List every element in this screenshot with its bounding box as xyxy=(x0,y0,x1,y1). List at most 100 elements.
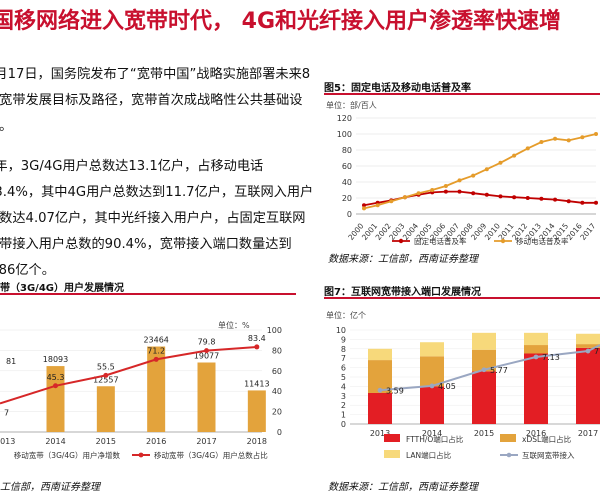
mobile-bar xyxy=(247,390,266,432)
fig7-bar-segment-1 xyxy=(524,345,548,354)
fig7-x-tick-label: 2015 xyxy=(474,429,494,438)
fig7-bar-segment-2 xyxy=(368,348,392,361)
fig7-y-tick-label: 4 xyxy=(341,382,346,391)
fig7-y-tick-label: 2 xyxy=(341,401,346,410)
mobile-share-value-label: 83.4 xyxy=(248,334,266,343)
mobile-x-tick-label: 2014 xyxy=(45,437,65,446)
mobile-share-value-label: 45.3 xyxy=(47,373,65,382)
fig5-point xyxy=(498,160,503,165)
mobile-y2-tick-label: 20 xyxy=(272,408,282,417)
fig7-legend-swatch-1 xyxy=(500,434,516,442)
fig7-bar-segment-1 xyxy=(368,360,392,393)
fig7-bar-segment-0 xyxy=(368,392,392,424)
fig5-point xyxy=(539,140,544,144)
mobile-share-value-label: 7 xyxy=(4,408,9,417)
fig-mobile-source: 工信部，西南证券整理 xyxy=(0,482,100,493)
fig5-point xyxy=(443,184,448,188)
fig7-y-tick-label: 8 xyxy=(341,345,346,354)
fig5-point xyxy=(553,197,558,202)
fig7-x-tick-label: 2014 xyxy=(422,429,442,438)
mobile-share-point xyxy=(204,348,209,354)
fig7-bar-segment-1 xyxy=(420,356,444,387)
fig7-bar-segment-2 xyxy=(576,333,600,345)
fig5-y-tick-label: 100 xyxy=(337,130,352,139)
mobile-share-value-label: 55.5 xyxy=(97,362,115,371)
fig7-rule xyxy=(324,297,600,299)
mobile-y2-tick-label: 0 xyxy=(277,428,282,437)
fig5-point xyxy=(484,167,489,172)
fig5-point xyxy=(402,195,407,200)
fig7-legend-swatch-0 xyxy=(384,434,400,442)
mobile-bar-value-label: 12557 xyxy=(93,375,118,384)
fig5-legend-marker-0 xyxy=(398,238,404,244)
fig5-y-tick-label: 80 xyxy=(342,146,352,155)
fig7-legend-swatch-2 xyxy=(384,450,400,458)
fig7-total-point xyxy=(585,348,591,354)
fig5-point xyxy=(566,138,571,143)
mobile-bar-value-label: 11413 xyxy=(244,379,269,388)
mobile-y2-tick-label: 40 xyxy=(272,387,282,396)
fig5-point xyxy=(594,200,598,205)
fig5-legend-label-1: 移动电话普及率 xyxy=(516,236,569,246)
fig5-y-tick-label: 0 xyxy=(347,210,352,219)
fig5-unit-label: 单位：部/百人 xyxy=(326,100,377,110)
fig7-total-point xyxy=(429,383,435,389)
fig-mobile-title: 带（3G/4G）用户发展情况 xyxy=(0,283,124,294)
fig7-legend-label-1: xDSL端口占比 xyxy=(522,434,572,444)
fig7-total-point xyxy=(481,367,487,373)
fig5-source: 数据来源：工信部，西南证券整理 xyxy=(328,254,478,265)
fig7-x-tick-label: 2017 xyxy=(578,429,598,438)
mobile-share-point xyxy=(103,372,109,378)
mobile-bar-value-label: 18093 xyxy=(43,355,68,364)
mobile-bar-value-label: 81 xyxy=(6,357,16,366)
mobile-x-tick-label: 2016 xyxy=(146,437,166,446)
fig7-y-tick-label: 10 xyxy=(336,326,346,335)
fig7-y-tick-label: 7 xyxy=(341,354,346,363)
mobile-y2-tick-label: 100 xyxy=(267,326,282,335)
body-text: 8月17日，国务院发布了“宽带中国”战略实施部署未来8年宽带发展目标及路径，宽带… xyxy=(0,62,316,278)
mobile-broadband-chart: 单位：% 0 20 40 60 80 100 81 2013 18093 2014 12557 2015… xyxy=(0,320,282,460)
fig5-point xyxy=(416,191,421,196)
fig7-bar-segment-1 xyxy=(576,344,600,348)
fig7-bar-segment-0 xyxy=(472,371,496,424)
fig5-y-tick-label: 60 xyxy=(342,162,352,171)
fig5-point xyxy=(457,178,462,183)
fig7-x-tick-label: 2016 xyxy=(526,429,546,438)
fig5-legend-marker-1 xyxy=(500,238,506,244)
fig5-point xyxy=(443,189,448,194)
fig7-total-point xyxy=(377,387,383,393)
mobile-share-value-label: 71.2 xyxy=(147,346,165,355)
fig5-y-tick-label: 40 xyxy=(342,178,352,187)
fig5-y-tick-label: 20 xyxy=(342,194,352,203)
fig7-title: 图7：互联网宽带接入端口发展情况 xyxy=(324,287,481,298)
mobile-legend-left-label: 移动宽带（3G/4G）用户净增数 xyxy=(14,450,121,460)
mobile-x-tick-label: 2015 xyxy=(96,437,116,446)
paragraph-2: 8年，3G/4G用户总数达13.1亿户，占移动电话83.4%，其中4G用户总数达… xyxy=(0,159,314,278)
fig7-total-value-label: 7.13 xyxy=(542,353,560,362)
fig5-point xyxy=(471,191,476,196)
fig7-y-tick-label: 1 xyxy=(341,411,346,420)
mobile-bar xyxy=(197,362,216,432)
mobile-bar-value-label: 19077 xyxy=(194,352,219,361)
mobile-share-point xyxy=(254,344,260,350)
mobile-x-tick-label: 2013 xyxy=(0,437,15,446)
fig7-total-point xyxy=(533,354,539,360)
fig7-bar-segment-0 xyxy=(576,347,600,424)
mobile-x-tick-label: 2017 xyxy=(196,437,216,446)
fig5-chart: 单位：部/百人020406080100120200020012002200320… xyxy=(326,100,598,246)
mobile-share-value-label: 79.8 xyxy=(198,338,216,347)
fig7-y-tick-label: 5 xyxy=(341,373,346,382)
mobile-bar xyxy=(96,386,115,432)
fig7-legend-label-2: LAN端口占比 xyxy=(406,450,452,460)
fig5-point xyxy=(539,196,544,201)
fig5-point xyxy=(362,203,366,208)
mobile-share-point xyxy=(153,356,159,362)
mobile-bar-value-label: 23464 xyxy=(143,336,168,345)
fig5-point xyxy=(498,194,503,199)
fig5-point xyxy=(566,199,571,204)
mobile-y2-tick-label: 80 xyxy=(272,346,282,355)
fig7-total-value-label: 7.76 xyxy=(594,347,600,356)
paragraph-1: 8月17日，国务院发布了“宽带中国”战略实施部署未来8年宽带发展目标及路径，宽带… xyxy=(0,67,311,134)
fig5-point xyxy=(471,173,476,178)
